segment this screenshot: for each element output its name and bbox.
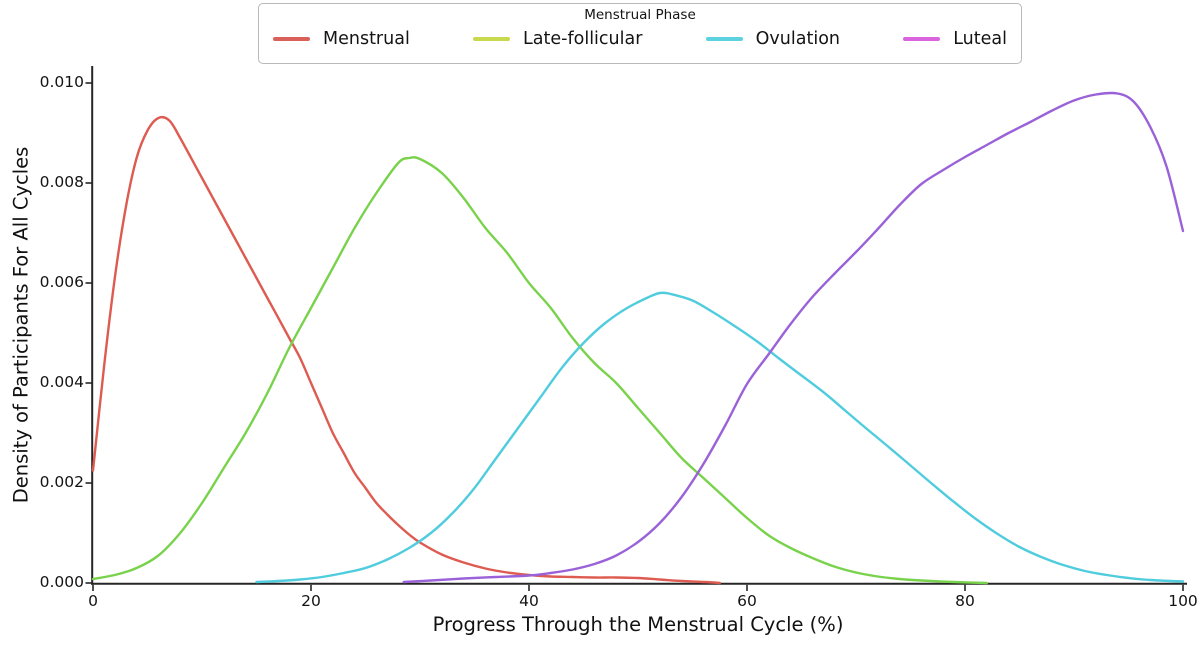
y-tick-label: 0.008 [39, 173, 84, 191]
x-axis-label: Progress Through the Menstrual Cycle (%) [432, 613, 844, 636]
legend-swatch-ovulation [705, 37, 743, 41]
legend: Menstrual Phase Menstrual Late-follicular… [258, 3, 1022, 64]
curve-ovulation [255, 291, 1185, 584]
legend-entry-luteal: Luteal [903, 29, 1007, 49]
x-tick-label: 80 [955, 592, 975, 610]
y-tick-label: 0.010 [39, 73, 84, 91]
curve-luteal [402, 91, 1185, 584]
legend-label-late-follicular: Late-follicular [523, 29, 643, 49]
x-tick-label: 0 [88, 592, 98, 610]
legend-entry-late-follicular: Late-follicular [473, 29, 642, 49]
legend-entry-menstrual: Menstrual [273, 29, 410, 49]
legend-swatch-late-follicular [473, 37, 511, 41]
y-tick-label: 0.000 [39, 573, 84, 591]
legend-label-menstrual: Menstrual [323, 29, 410, 49]
curve-menstrual [91, 115, 721, 585]
y-tick-label: 0.004 [39, 373, 84, 391]
legend-swatch-menstrual [273, 37, 310, 41]
x-tick-label: 100 [1168, 592, 1198, 610]
legend-entries: Menstrual Late-follicular Ovulation Luteal [259, 29, 1021, 49]
legend-entry-ovulation: Ovulation [705, 29, 840, 49]
x-tick-label: 60 [737, 592, 757, 610]
y-axis-label: Density of Participants For All Cycles [9, 146, 33, 504]
legend-title: Menstrual Phase [584, 7, 696, 23]
curve-late-follicular [91, 156, 988, 585]
y-tick-label: 0.006 [39, 273, 84, 291]
x-tick-label: 40 [519, 592, 539, 610]
legend-label-luteal: Luteal [953, 29, 1007, 49]
legend-label-ovulation: Ovulation [755, 29, 840, 49]
y-tick-label: 0.002 [39, 473, 84, 491]
x-tick-label: 20 [301, 592, 321, 610]
legend-swatch-luteal [903, 37, 941, 41]
